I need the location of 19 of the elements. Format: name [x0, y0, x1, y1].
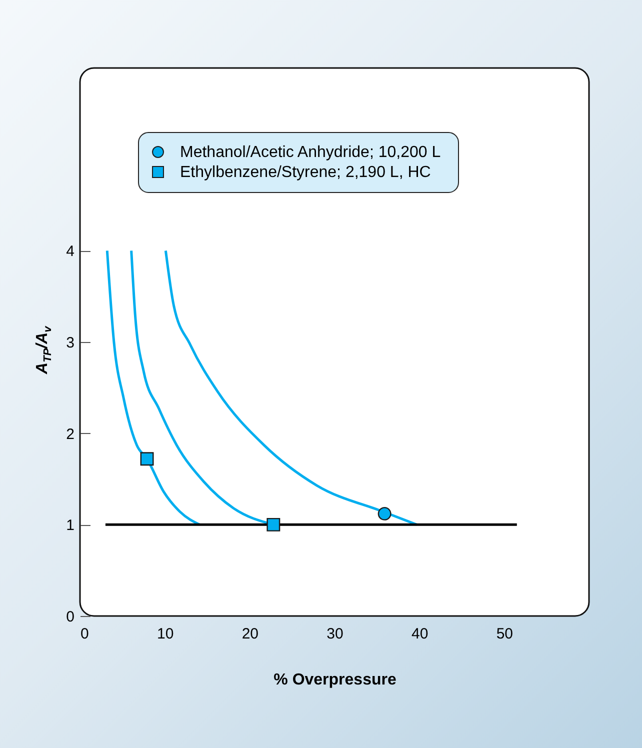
y-tick-label: 1 — [66, 517, 74, 534]
y-tick-label: 0 — [66, 608, 74, 626]
x-tick-label: 20 — [242, 626, 259, 642]
line-series — [106, 249, 201, 526]
legend-label: Ethylbenzene/Styrene; 2,190 L, HC — [180, 164, 431, 181]
y-tick-label: 4 — [66, 243, 74, 260]
point — [378, 506, 392, 520]
x-tick-label: 10 — [156, 626, 174, 642]
legend-label: Methanol/Acetic Anhydride; 10,200 L — [180, 144, 441, 161]
point — [266, 518, 280, 532]
x-tick-label: 30 — [326, 626, 344, 642]
x-axis-title: % Overpressure — [274, 672, 396, 688]
y-tick-label: 3 — [66, 334, 74, 352]
x-tick-label: 50 — [496, 626, 514, 642]
x-tick-label: 0 — [80, 626, 89, 642]
y-tick-label: 2 — [66, 426, 74, 443]
line-series — [164, 249, 418, 526]
point — [140, 452, 154, 466]
x-tick-label: 40 — [411, 626, 428, 642]
